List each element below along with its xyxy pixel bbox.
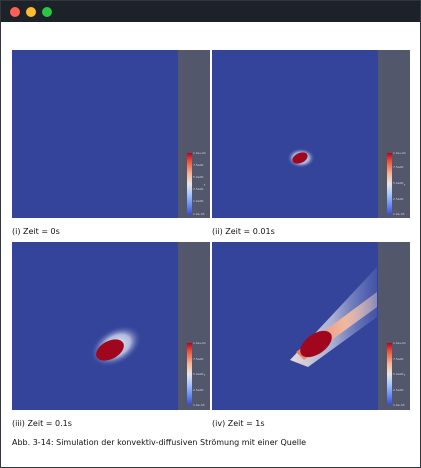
title-bar	[1, 1, 420, 22]
concentration-field-3	[12, 242, 178, 410]
colorbar-3	[187, 343, 192, 405]
colorbar-tick: 2.5e00	[193, 388, 204, 392]
colorbar-tick: 5.0e00	[393, 181, 404, 185]
minimize-window-icon[interactable]	[26, 7, 36, 17]
colorbar-tick: 7.5e00	[193, 163, 204, 167]
panel-caption-1: (i) Zeit = 0s	[12, 227, 60, 236]
colorbar-tick: 1.0e+01	[393, 341, 406, 345]
maximize-window-icon[interactable]	[42, 7, 52, 17]
simulation-panel-4: 1.0e+01 7.5e00 5.0e00 2.5e00 1.0e-03 f	[212, 242, 410, 410]
colorbar-tick: 2.5e00	[193, 187, 204, 191]
concentration-field-4	[212, 242, 378, 410]
simulation-panel-2: 1.0e+01 7.5e00 5.0e00 2.5e00 1.0e-03 f	[212, 50, 410, 218]
concentration-plume-2	[287, 148, 315, 168]
figure-caption: Abb. 3-14: Simulation der konvektiv-diff…	[12, 438, 307, 447]
colorbar-tick: 5.0e00	[193, 175, 204, 179]
simulation-panel-3: 1.0e+01 7.5e00 5.0e00 2.5e00 1.0e-03 f	[12, 242, 210, 410]
close-window-icon[interactable]	[10, 7, 20, 17]
colorbar-tick: 1.0e-03	[193, 403, 205, 407]
colorbar-tick: 7.5e00	[393, 165, 404, 169]
concentration-plume-4	[290, 267, 377, 367]
colorbar-tick: 2.5e00	[393, 388, 404, 392]
colorbar-tick: 5.0e00	[393, 372, 404, 376]
colorbar-tick: 2.5e00	[393, 197, 404, 201]
colorbar-4	[387, 343, 392, 405]
colorbar-tick: 7.5e00	[193, 357, 204, 361]
panel-caption-3: (iii) Zeit = 0.1s	[12, 419, 72, 428]
colorbar-tick: 5.0e00	[193, 372, 204, 376]
colorbar-1	[187, 153, 192, 215]
colorbar-tick: 1.0e-03	[193, 212, 205, 216]
colorbar-tick: 1.0e+01	[193, 151, 206, 155]
panel-caption-2: (ii) Zeit = 0.01s	[212, 227, 275, 236]
colorbar-tick: 1.0e00	[193, 199, 204, 203]
colorbar-title: f	[404, 183, 406, 187]
colorbar-tick: 1.0e+01	[193, 341, 206, 345]
colorbar-tick: 7.5e00	[393, 357, 404, 361]
colorbar-tick: 1.0e-03	[393, 212, 405, 216]
colorbar-2	[387, 153, 392, 215]
concentration-field-2	[212, 50, 378, 218]
colorbar-tick: 1.0e-03	[393, 403, 405, 407]
colorbar-title: f	[204, 373, 206, 377]
concentration-plume-3	[90, 325, 142, 367]
panel-caption-4: (iv) Zeit = 1s	[212, 419, 265, 428]
concentration-field-1	[12, 50, 178, 218]
colorbar-title: f	[204, 183, 206, 187]
colorbar-tick: 1.0e+01	[393, 151, 406, 155]
colorbar-title: f	[404, 373, 406, 377]
simulation-panel-1: 1.0e+01 7.5e00 5.0e00 2.5e00 1.0e00 1.0e…	[12, 50, 210, 218]
